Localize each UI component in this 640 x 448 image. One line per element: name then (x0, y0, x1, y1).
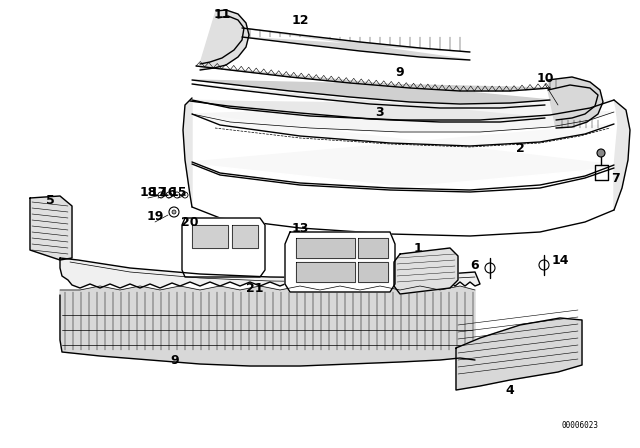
Text: 5: 5 (45, 194, 54, 207)
Polygon shape (456, 318, 582, 390)
Polygon shape (192, 66, 550, 104)
Text: 19: 19 (147, 210, 164, 223)
Text: 13: 13 (291, 221, 308, 234)
Text: 20: 20 (181, 215, 199, 228)
Text: 14: 14 (551, 254, 569, 267)
Polygon shape (358, 262, 388, 282)
Text: 17: 17 (149, 185, 167, 198)
Text: 1: 1 (413, 241, 422, 254)
Text: 6: 6 (470, 258, 479, 271)
Polygon shape (285, 232, 395, 292)
Polygon shape (60, 286, 475, 366)
Text: 15: 15 (169, 185, 187, 198)
Text: 00006023: 00006023 (561, 421, 598, 430)
Polygon shape (296, 262, 355, 282)
Polygon shape (30, 196, 72, 260)
Text: 2: 2 (516, 142, 524, 155)
Polygon shape (394, 248, 458, 294)
Circle shape (597, 149, 605, 157)
Polygon shape (192, 94, 618, 148)
Polygon shape (242, 28, 470, 60)
Polygon shape (614, 100, 630, 210)
Text: 21: 21 (246, 281, 264, 294)
Polygon shape (296, 238, 355, 258)
Circle shape (172, 210, 176, 214)
Polygon shape (182, 218, 265, 277)
Text: 12: 12 (291, 13, 308, 26)
Text: 9: 9 (396, 65, 404, 78)
Polygon shape (548, 77, 603, 128)
Text: 9: 9 (171, 353, 179, 366)
Polygon shape (200, 10, 249, 70)
Polygon shape (192, 225, 228, 248)
Text: 3: 3 (376, 105, 384, 119)
Polygon shape (183, 98, 192, 207)
Text: 10: 10 (536, 72, 554, 85)
Text: 16: 16 (159, 185, 177, 198)
Polygon shape (232, 225, 258, 248)
Polygon shape (358, 238, 388, 258)
Polygon shape (192, 164, 614, 236)
Polygon shape (192, 114, 614, 190)
Text: 11: 11 (213, 8, 231, 21)
Text: 18: 18 (140, 185, 157, 198)
Text: 4: 4 (506, 383, 515, 396)
Polygon shape (190, 84, 545, 122)
Text: 7: 7 (611, 172, 620, 185)
Polygon shape (192, 100, 614, 132)
Polygon shape (60, 258, 480, 288)
